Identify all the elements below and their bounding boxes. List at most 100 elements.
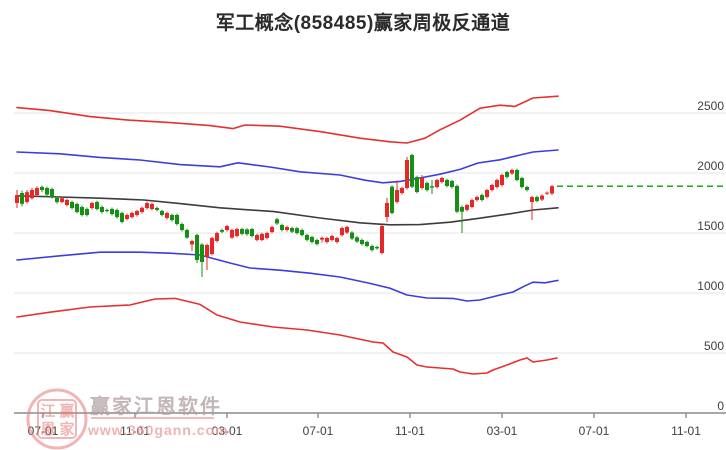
candle-down [50,189,54,197]
candle-up [235,229,239,236]
candle-down [315,240,319,245]
candle-up [475,197,479,200]
candle-up [135,211,139,215]
candle-down [520,178,524,187]
candle-up [405,160,409,188]
candle-down [110,209,114,214]
candle-up [35,188,39,195]
candle-up [125,215,129,219]
channel-line-upper-outer-red [16,95,559,144]
candle-up [30,190,34,199]
candle-up [325,238,329,242]
candle-down [250,229,254,236]
y-axis-label: 1000 [697,279,724,293]
candle-up [285,227,289,230]
candle-down [170,215,174,220]
candle-down [445,180,449,186]
candle-down [430,186,434,188]
candle-down [185,230,189,238]
candle-down [40,187,44,190]
candle-up [385,203,389,217]
candle-down [180,224,184,230]
candle-down [45,188,49,195]
y-axis-label: 1500 [697,219,724,233]
candle-down [55,198,59,203]
y-axis-label: 500 [704,339,724,353]
candle-down [390,186,394,213]
candle-down [450,181,454,187]
candle-down [375,247,379,249]
candle-up [435,180,439,188]
candle-down [20,193,24,204]
y-axis-label: 2000 [697,159,724,173]
candle-down [85,209,89,215]
channel-line-lower-outer-red [16,297,558,375]
candle-up [330,236,334,240]
candle-down [75,204,79,212]
candle-down [280,225,284,230]
candle-down [200,244,204,262]
candle-up [540,195,544,200]
candle-up [345,227,349,233]
candle-up [545,192,549,194]
candle-down [535,197,539,201]
y-axis-label: 0 [717,399,724,413]
candle-up [500,175,504,185]
candle-up [335,238,339,242]
x-axis-label: 11-01 [671,424,701,438]
candle-down [415,177,419,192]
candle-up [270,227,274,232]
candle-up [320,237,324,240]
candle-down [295,228,299,233]
candle-up [380,226,384,253]
candle-up [465,205,469,210]
candle-up [530,197,534,202]
channel-line-upper-inner-blue [16,149,559,184]
candle-down [100,207,104,212]
x-axis-label: 11-01 [395,424,425,438]
candle-down [160,211,164,215]
candle-down [460,207,464,212]
candle-down [155,208,159,210]
candle-up [215,233,219,241]
candle-up [15,195,19,203]
x-axis-label: 07-01 [303,424,334,438]
channel-line-lower-inner-blue [16,251,559,302]
candle-up [265,233,269,238]
candle-down [305,235,309,240]
candle-down [370,246,374,251]
candle-down [350,232,354,239]
candle-down [120,213,124,222]
channel-line-middle-black [16,195,559,226]
candle-up [130,213,134,218]
candle-up [210,238,214,254]
candle-up [190,241,194,245]
candle-down [70,202,74,208]
candle-down [355,237,359,242]
candle-down [365,242,369,246]
x-axis-label: 07-01 [579,424,610,438]
candle-down [515,170,519,180]
candle-down [175,215,179,224]
candle-up [485,190,489,197]
x-axis-label: 07-01 [28,424,59,438]
candle-down [220,230,224,232]
candle-down [80,207,84,215]
candle-up [550,186,554,194]
candle-up [400,188,404,193]
x-axis-label: 11-01 [120,424,150,438]
candle-up [395,190,399,202]
candle-down [195,235,199,260]
candle-up [495,180,499,188]
candle-up [205,245,209,257]
candle-up [260,234,264,240]
candle-up [140,207,144,212]
candle-down [425,183,429,191]
candle-down [310,237,314,242]
candle-down [290,228,294,232]
candle-up [440,178,444,182]
candle-up [90,203,94,208]
candle-up [165,213,169,218]
